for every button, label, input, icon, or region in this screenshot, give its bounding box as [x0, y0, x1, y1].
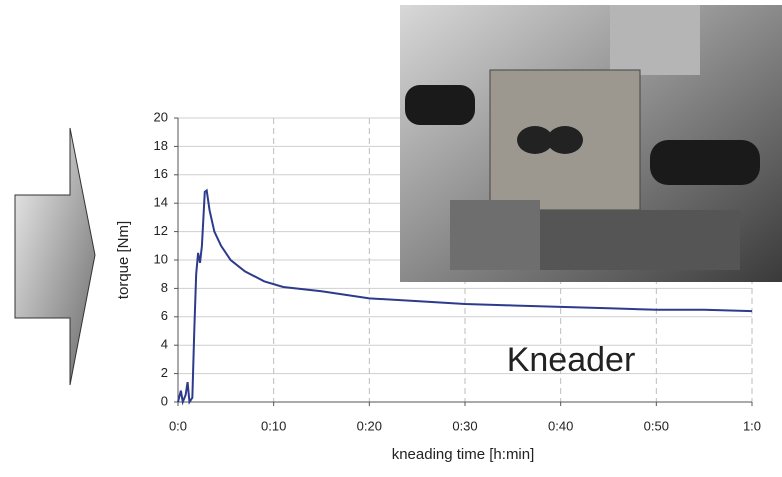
annotation: Kneader: [507, 341, 636, 379]
y-tick-label: 18: [154, 138, 168, 153]
data-line: [177, 188, 753, 406]
x-tick-label: 0:10: [261, 418, 286, 433]
y-tick-label: 12: [154, 223, 168, 238]
y-tick-label: 20: [154, 109, 168, 124]
y-tick-label: 8: [161, 280, 168, 295]
y-tick-label: 16: [154, 166, 168, 181]
y-tick-label: 10: [154, 251, 168, 266]
x-tick-label: 0:40: [548, 418, 573, 433]
y-tick-label: 2: [161, 365, 168, 380]
y-tick-label: 4: [161, 337, 168, 352]
x-tick-label: 0:0: [169, 418, 187, 433]
arrow: [14, 127, 96, 386]
y-tick-label: 6: [161, 308, 168, 323]
x-tick-label: 0:20: [357, 418, 382, 433]
x-tick-label: 1:0: [743, 418, 761, 433]
y-tick-label: 14: [154, 195, 168, 210]
x-tick-label: 0:30: [452, 418, 477, 433]
y-axis-label: torque [Nm]: [115, 221, 132, 299]
y-tick-label: 0: [161, 393, 168, 408]
photo: [400, 5, 782, 282]
x-axis-label: kneading time [h:min]: [392, 446, 535, 463]
x-tick-label: 0:50: [644, 418, 669, 433]
